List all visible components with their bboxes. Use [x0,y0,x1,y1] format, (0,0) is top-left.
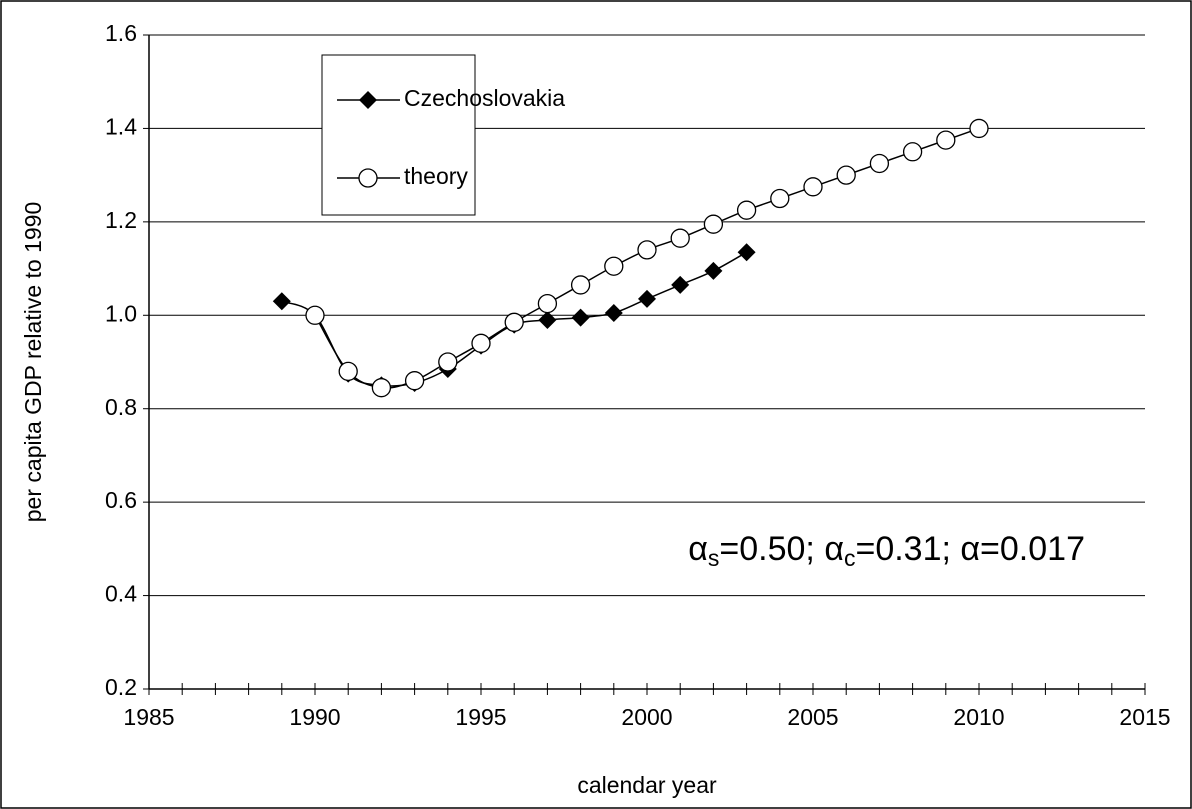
annotation: αs=0.50; αc=0.31; α=0.017 [688,530,1085,571]
y-tick-label: 1.6 [105,20,137,46]
marker [358,168,378,188]
marker [637,240,657,260]
marker [471,333,491,353]
annotation-part: =0.50; α [719,530,844,568]
marker [770,188,790,209]
y-axis-label: per capita GDP relative to 1990 [20,202,46,522]
marker [703,214,724,234]
marker [936,130,956,150]
x-tick-label: 2010 [953,704,1004,730]
y-tick-label: 0.4 [105,581,137,607]
marker [571,308,590,327]
marker [538,310,557,329]
marker [902,142,923,162]
marker [704,261,723,280]
y-tick-label: 1.2 [105,207,137,233]
x-tick-label: 2000 [621,704,672,730]
x-tick-label: 1990 [289,704,340,730]
y-tick-label: 0.8 [105,394,137,420]
marker [504,312,524,332]
marker [737,243,756,262]
marker [359,91,377,109]
annotation-part: α [688,530,708,568]
marker [338,361,358,381]
marker [671,275,690,294]
marker [836,165,856,185]
y-tick-label: 1.0 [105,300,137,326]
x-tick-label: 2005 [787,704,838,730]
annotation-part: s [708,545,720,571]
marker [670,228,690,248]
marker [604,256,624,276]
marker [404,371,425,391]
marker [803,177,823,197]
marker [969,118,989,139]
annotation-part: =0.31; α=0.017 [855,530,1085,568]
y-tick-label: 1.4 [105,114,137,140]
legend-box [321,54,476,216]
x-tick-label: 1995 [455,704,506,730]
y-tick-label: 0.6 [105,487,137,513]
marker [438,352,458,372]
y-tick-label: 0.2 [105,674,137,700]
x-tick-label: 2015 [1119,704,1170,730]
annotation-part: c [844,545,856,571]
marker [272,292,291,311]
x-axis-label: calendar year [577,772,717,798]
x-tick-label: 1985 [123,704,174,730]
marker [305,305,325,325]
marker [604,303,623,322]
legend-label: Czechoslovakia [404,85,565,111]
marker [537,293,558,314]
marker [736,200,757,220]
legend: Czechoslovakia theory [321,54,565,216]
marker [570,275,591,295]
marker [869,153,890,174]
legend-label: theory [404,163,468,189]
marker [638,289,656,308]
marker [371,378,392,398]
